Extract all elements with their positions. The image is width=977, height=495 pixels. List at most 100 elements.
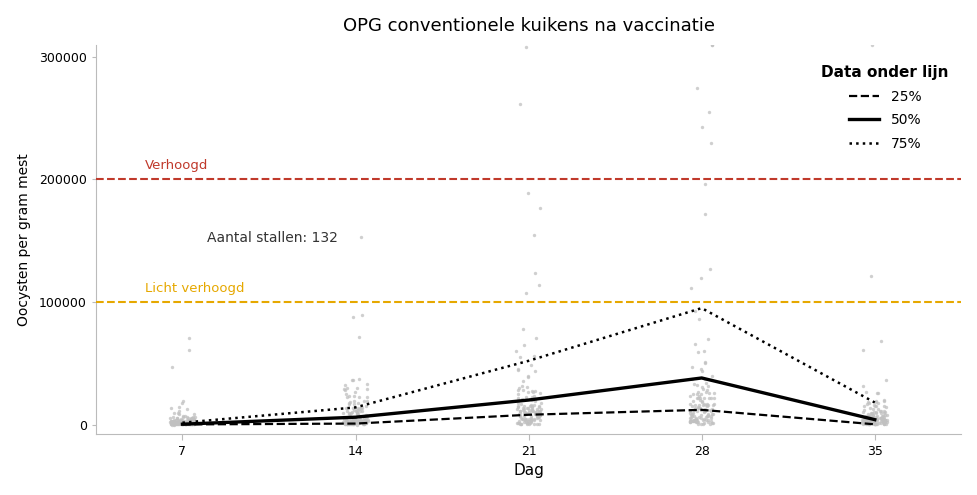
Point: [171, 403, 187, 411]
Point: [869, 417, 884, 425]
Point: [873, 418, 889, 426]
Point: [873, 414, 889, 422]
Point: [690, 395, 705, 402]
Point: [181, 346, 196, 353]
Point: [691, 404, 706, 412]
Point: [358, 413, 373, 421]
Point: [877, 403, 893, 411]
Point: [512, 353, 528, 361]
Point: [689, 84, 704, 92]
Point: [180, 414, 195, 422]
Point: [510, 419, 526, 427]
Point: [352, 419, 367, 427]
Point: [688, 418, 703, 426]
Point: [187, 413, 202, 421]
Point: [340, 419, 356, 427]
Point: [172, 417, 188, 425]
Point: [527, 409, 542, 417]
Point: [510, 365, 526, 373]
Point: [359, 413, 374, 421]
Point: [180, 405, 195, 413]
Point: [519, 409, 534, 417]
Point: [703, 41, 719, 49]
Point: [342, 418, 358, 426]
Point: [526, 352, 541, 360]
Point: [863, 417, 878, 425]
Point: [521, 415, 536, 423]
Point: [357, 418, 372, 426]
Point: [864, 416, 879, 424]
Point: [858, 419, 873, 427]
Point: [185, 418, 200, 426]
Point: [344, 418, 360, 426]
Point: [181, 416, 196, 424]
Point: [358, 417, 373, 425]
Point: [529, 420, 544, 428]
Point: [686, 416, 701, 424]
Point: [349, 417, 364, 425]
Point: [523, 417, 538, 425]
Point: [869, 389, 884, 397]
Point: [341, 420, 357, 428]
Point: [856, 415, 871, 423]
Point: [178, 420, 193, 428]
Point: [697, 358, 712, 366]
Point: [866, 416, 881, 424]
Point: [338, 404, 354, 412]
Point: [184, 414, 199, 422]
Point: [180, 419, 195, 427]
Point: [855, 419, 871, 427]
Point: [861, 413, 876, 421]
Point: [171, 420, 187, 428]
Point: [346, 416, 361, 424]
Point: [174, 417, 190, 425]
Point: [701, 389, 716, 397]
Point: [681, 418, 697, 426]
Point: [347, 419, 362, 427]
Point: [693, 365, 708, 373]
Point: [347, 388, 362, 396]
Point: [861, 420, 876, 428]
Point: [358, 419, 373, 427]
Point: [865, 419, 880, 427]
Point: [702, 412, 718, 420]
Point: [681, 418, 697, 426]
Point: [517, 408, 532, 416]
Point: [701, 406, 717, 414]
Point: [187, 419, 202, 427]
Point: [696, 408, 711, 416]
Point: [339, 416, 355, 424]
Point: [693, 274, 708, 282]
Point: [693, 383, 708, 391]
Point: [531, 412, 546, 420]
Point: [857, 414, 872, 422]
Point: [877, 376, 893, 384]
Point: [183, 420, 198, 428]
Point: [865, 408, 880, 416]
Point: [347, 418, 362, 426]
Point: [187, 416, 202, 424]
Point: [358, 402, 373, 410]
Point: [867, 416, 882, 424]
Point: [523, 416, 538, 424]
Point: [355, 420, 370, 428]
Point: [858, 388, 873, 396]
Point: [691, 394, 706, 401]
Point: [175, 419, 191, 427]
Point: [866, 420, 881, 428]
Point: [875, 396, 891, 403]
Point: [345, 404, 361, 412]
Point: [865, 413, 880, 421]
Point: [335, 409, 351, 417]
Point: [347, 417, 362, 425]
Point: [181, 334, 196, 342]
Point: [350, 404, 365, 412]
Point: [346, 400, 361, 408]
Point: [175, 419, 191, 427]
Point: [703, 41, 719, 49]
Point: [163, 417, 179, 425]
Point: [876, 417, 892, 425]
Point: [690, 393, 705, 400]
Point: [859, 410, 874, 418]
Point: [168, 418, 184, 426]
